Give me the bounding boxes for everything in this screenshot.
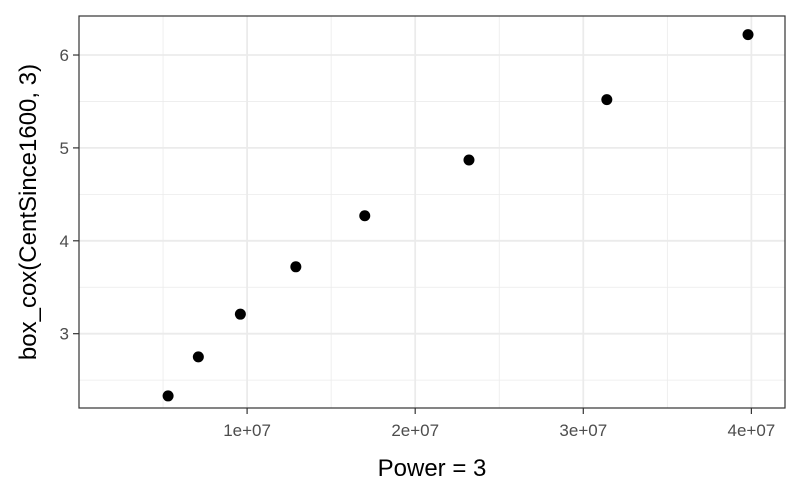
x-tick-label: 4e+07: [728, 421, 776, 440]
y-tick-label: 5: [60, 139, 69, 158]
y-tick-label: 4: [60, 232, 69, 251]
data-point: [742, 29, 754, 41]
data-point: [192, 351, 204, 363]
panel-border: [78, 15, 786, 409]
x-tick-label: 3e+07: [559, 421, 607, 440]
data-point: [601, 94, 613, 106]
y-tick-label: 6: [60, 46, 69, 65]
data-point: [290, 261, 302, 273]
grid: [79, 16, 785, 408]
x-tick-label: 1e+07: [223, 421, 271, 440]
data-point: [463, 154, 475, 166]
axes: 1e+07 2e+07 3e+07 4e+07 3 4 5 6: [60, 46, 776, 440]
y-axis-title: box_cox(CentSince1600, 3): [15, 64, 42, 360]
points-layer: [162, 29, 754, 402]
panel-background: [79, 16, 785, 408]
y-tick-label: 3: [60, 325, 69, 344]
x-axis-title: Power = 3: [378, 455, 487, 482]
data-point: [234, 308, 246, 320]
data-point: [359, 210, 371, 222]
x-tick-label: 2e+07: [391, 421, 439, 440]
data-point: [162, 390, 174, 402]
